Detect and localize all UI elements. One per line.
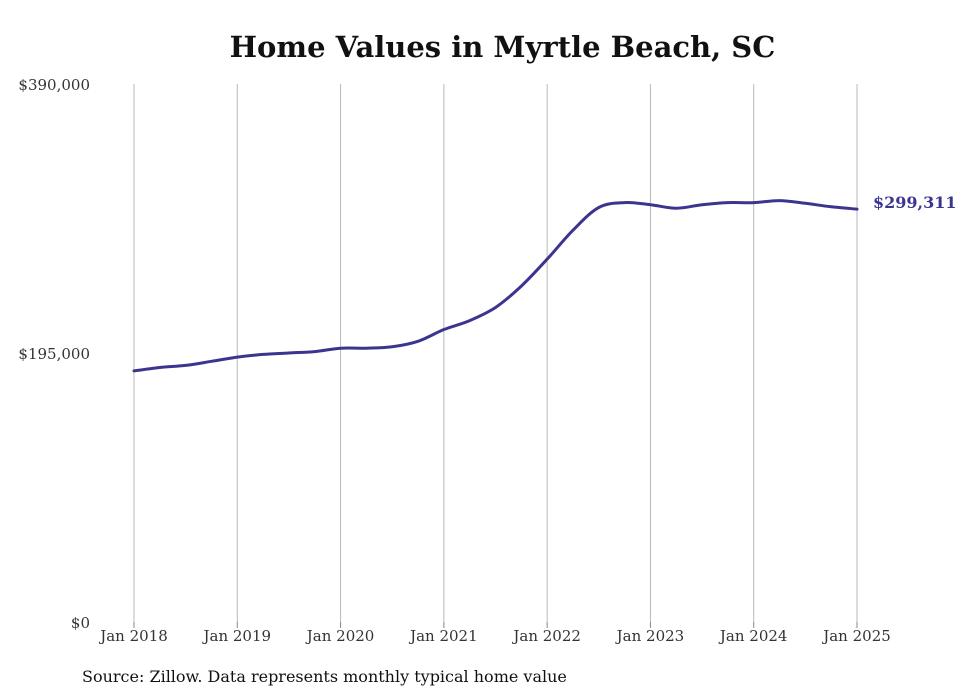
x-axis: Jan 2018 Jan 2019 Jan 2020 Jan 2021 Jan 2022…	[98, 622, 891, 645]
x-tick-label: Jan 2019	[202, 627, 272, 645]
series-line	[132, 199, 859, 373]
x-tick-label: Jan 2024	[718, 627, 788, 645]
y-tick-label: $390,000	[18, 76, 90, 94]
x-tick-label: Jan 2020	[305, 627, 375, 645]
x-tick-label: Jan 2025	[821, 627, 891, 645]
y-tick-label: $0	[71, 614, 90, 632]
gridlines	[133, 84, 858, 622]
x-tick-label: Jan 2022	[511, 627, 581, 645]
series-layer: $299,311	[132, 193, 957, 373]
y-tick-label: $195,000	[18, 345, 90, 363]
source-note: Source: Zillow. Data represents monthly …	[82, 667, 567, 686]
series-end-label: $299,311	[873, 193, 957, 212]
chart-title: Home Values in Myrtle Beach, SC	[229, 30, 776, 64]
x-tick-label: Jan 2018	[98, 627, 168, 645]
y-axis: $390,000 $195,000 $0	[18, 76, 90, 632]
x-tick-label: Jan 2023	[615, 627, 685, 645]
x-tick-label: Jan 2021	[408, 627, 478, 645]
